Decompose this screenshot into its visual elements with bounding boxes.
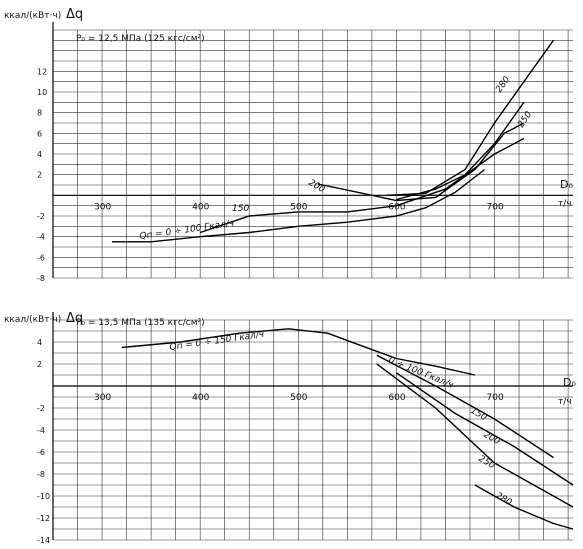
y-tick-label: 6	[37, 129, 42, 138]
y-tick-label: -10	[37, 492, 50, 501]
top-unit-label: ккал/(кВт·ч)	[4, 11, 61, 21]
series-line-4	[396, 101, 525, 201]
series-line-4	[396, 372, 574, 486]
y-tick-label: -6	[37, 253, 45, 262]
series-label-2: 150	[232, 204, 249, 214]
x-tick-label: 700	[487, 202, 504, 212]
y-tick-label: -12	[37, 514, 50, 523]
bottom-xlabel: D₀	[563, 376, 576, 389]
top-condition: P₀ = 12,5 МПа (125 кгс/см²)	[76, 34, 205, 44]
y-tick-label: 12	[37, 67, 47, 76]
x-tick-label: 600	[388, 393, 405, 403]
series-line-3	[317, 122, 525, 202]
series-label-1: Qп = 0 ÷ 150 Гкал/ч	[169, 330, 265, 353]
y-tick-label: -2	[37, 212, 45, 221]
y-tick-label: -14	[37, 536, 50, 545]
series-line-5	[376, 363, 574, 508]
series-line-2	[356, 343, 476, 376]
series-line-3	[376, 354, 554, 459]
top-ylabel: Δq	[66, 7, 83, 22]
chart-panels: 300 400 500 600 700 12 10 8 6 4 2 -2 -4 -6 -8 Qп = 0 ÷ …	[37, 22, 574, 545]
y-tick-label: -4	[37, 426, 45, 435]
y-tick-label: 4	[37, 150, 42, 159]
x-tick-label: 500	[290, 393, 307, 403]
y-tick-label: 4	[37, 338, 42, 347]
series-line-1	[111, 168, 486, 243]
series-line-5	[386, 39, 554, 196]
y-tick-label: -6	[37, 448, 45, 457]
y-tick-label: 2	[37, 171, 42, 180]
y-tick-label: 2	[37, 360, 42, 369]
bottom-condition: P₀ = 13,5 МПа (135 кгс/см²)	[76, 318, 205, 328]
top-xlabel: D₀	[560, 178, 573, 191]
top-x-unit: т/ч	[558, 199, 572, 209]
x-tick-label: 500	[290, 202, 307, 212]
y-tick-label: -4	[37, 233, 45, 242]
y-tick-label: 8	[37, 109, 42, 118]
y-tick-label: 10	[37, 88, 47, 97]
bottom-ylabel: Δq	[66, 311, 83, 326]
series-line-1	[121, 328, 358, 349]
series-label-3: 150	[469, 406, 489, 423]
series-label-5: 250	[477, 454, 497, 471]
x-tick-label: 300	[94, 393, 111, 403]
x-tick-label: 300	[94, 202, 111, 212]
series-line-2	[199, 137, 525, 234]
series-label-4: 200	[482, 430, 502, 447]
x-tick-label: 700	[487, 393, 504, 403]
x-tick-label: 400	[192, 393, 209, 403]
x-tick-label: 400	[192, 202, 209, 212]
x-tick-label: 600	[388, 202, 405, 212]
series-line-6	[474, 484, 574, 530]
y-tick-label: -2	[37, 404, 45, 413]
y-tick-label: -8	[37, 274, 45, 283]
bottom-unit-label: ккал/(кВт·ч)	[4, 315, 61, 325]
panel-2: 300 400 500 600 700 4 2 -2 -4 -6 -8 -10 -12 -14 Qп = 0…	[37, 312, 574, 545]
bottom-x-unit: т/ч	[558, 397, 572, 407]
series-label-3: 200	[307, 178, 327, 195]
y-tick-label: -8	[37, 470, 45, 479]
